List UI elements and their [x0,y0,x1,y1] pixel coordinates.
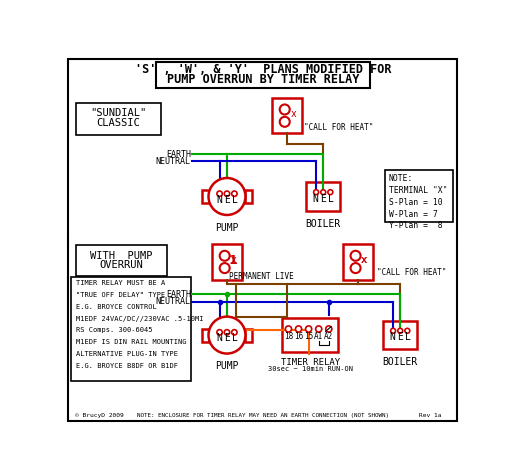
Circle shape [224,191,230,197]
Bar [156,62,370,88]
Circle shape [208,317,245,354]
Circle shape [351,251,360,261]
Circle shape [208,178,245,215]
Bar [245,190,252,203]
Bar [72,278,191,381]
Text: M1EDF IS DIN RAIL MOUNTING: M1EDF IS DIN RAIL MOUNTING [76,339,186,346]
Bar [212,244,242,280]
Text: L: L [328,194,334,204]
Circle shape [398,328,403,333]
Bar [283,318,338,352]
Bar [385,169,453,222]
Text: BOILER: BOILER [382,357,418,367]
Text: WITH  PUMP: WITH PUMP [90,251,153,261]
Text: BOILER: BOILER [306,218,341,228]
Text: N: N [216,333,222,343]
Text: 15: 15 [304,332,313,341]
Text: CLASSIC: CLASSIC [97,119,140,129]
Text: E.G. BROYCE B8DF OR B1DF: E.G. BROYCE B8DF OR B1DF [76,363,178,369]
Text: 30sec ~ 10min RUN-ON: 30sec ~ 10min RUN-ON [268,366,353,372]
Circle shape [314,190,318,195]
Text: N: N [313,194,318,204]
Circle shape [224,329,230,335]
Text: © BrucyD 2009: © BrucyD 2009 [75,413,123,418]
Text: x: x [361,256,367,266]
Text: A2: A2 [324,332,333,341]
Text: 18: 18 [284,332,293,341]
Text: x: x [290,109,296,119]
Text: 16: 16 [294,332,303,341]
Text: N: N [390,332,396,342]
Text: 'S' , 'W', & 'Y'  PLANS MODIFIED FOR: 'S' , 'W', & 'Y' PLANS MODIFIED FOR [135,63,391,76]
Text: PUMP: PUMP [215,361,239,371]
Text: NEUTRAL: NEUTRAL [156,157,191,166]
Bar [306,182,340,211]
Circle shape [220,251,230,261]
Text: L: L [232,195,238,205]
Text: "SUNDIAL": "SUNDIAL" [90,109,146,119]
Circle shape [326,326,332,332]
Text: A1: A1 [314,332,324,341]
Circle shape [231,329,237,335]
Circle shape [280,104,290,115]
Circle shape [280,117,290,127]
Text: EARTH: EARTH [166,149,191,159]
Circle shape [306,326,312,332]
Text: M1EDF 24VAC/DC//230VAC .5-10MI: M1EDF 24VAC/DC//230VAC .5-10MI [76,316,204,321]
Text: "CALL FOR HEAT": "CALL FOR HEAT" [304,123,373,132]
Text: OVERRUN: OVERRUN [100,260,143,270]
Text: E: E [224,195,230,205]
Text: PERMANENT LIVE: PERMANENT LIVE [229,272,294,281]
Text: TIMER RELAY: TIMER RELAY [281,358,339,367]
Bar [202,190,208,203]
Circle shape [351,263,360,273]
Text: E: E [321,194,326,204]
Bar [343,244,373,280]
Text: RS Comps. 300-6045: RS Comps. 300-6045 [76,327,153,334]
Text: Rev 1a: Rev 1a [419,413,442,418]
Text: x: x [361,256,367,266]
Circle shape [295,326,302,332]
Text: NEUTRAL: NEUTRAL [156,298,191,307]
Text: "CALL FOR HEAT": "CALL FOR HEAT" [377,268,446,277]
Text: E: E [224,333,230,343]
Bar [272,98,302,133]
Text: PUMP OVERRUN BY TIMER RELAY: PUMP OVERRUN BY TIMER RELAY [167,73,359,86]
Text: TIMER RELAY MUST BE A: TIMER RELAY MUST BE A [76,280,165,286]
Bar [76,102,161,135]
Bar [245,328,252,342]
Bar [202,328,208,342]
Bar [76,245,167,276]
Text: L: L [232,333,238,343]
Text: x: x [230,256,236,266]
Text: PUMP: PUMP [215,223,239,233]
Circle shape [217,191,222,197]
Text: E.G. BROYCE CONTROL: E.G. BROYCE CONTROL [76,304,157,309]
Text: N: N [216,195,222,205]
Circle shape [321,190,326,195]
Circle shape [220,263,230,273]
Text: 1: 1 [229,254,238,267]
Text: ALTERNATIVE PLUG-IN TYPE: ALTERNATIVE PLUG-IN TYPE [76,351,178,357]
Text: E: E [397,332,403,342]
Circle shape [285,326,291,332]
Circle shape [315,326,322,332]
Circle shape [405,328,410,333]
Text: "TRUE OFF DELAY" TYPE: "TRUE OFF DELAY" TYPE [76,292,165,298]
Text: NOTE: ENCLOSURE FOR TIMER RELAY MAY NEED AN EARTH CONNECTION (NOT SHOWN): NOTE: ENCLOSURE FOR TIMER RELAY MAY NEED… [137,413,389,418]
Circle shape [328,190,333,195]
Text: NOTE:
TERMINAL "X"
S-Plan = 10
W-Plan = 7
Y-Plan =  8: NOTE: TERMINAL "X" S-Plan = 10 W-Plan = … [389,174,447,230]
Circle shape [391,328,396,333]
Bar [383,321,417,349]
Text: EARTH: EARTH [166,290,191,299]
Circle shape [231,191,237,197]
Circle shape [217,329,222,335]
Text: L: L [405,332,411,342]
